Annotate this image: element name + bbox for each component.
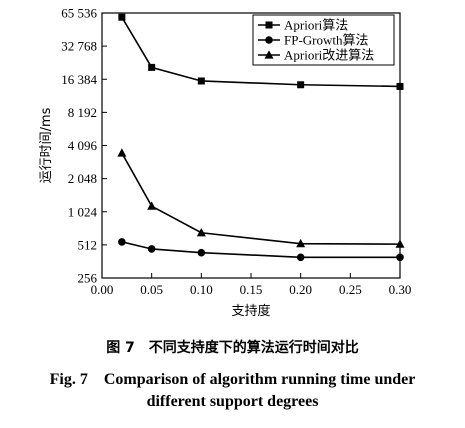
series-square [118,13,404,90]
data-point-triangle [395,239,405,248]
y-tick-label: 512 [78,237,98,252]
legend-item-triangle: Apriori改进算法 [258,48,374,63]
x-tick-label: 0.20 [289,282,312,297]
x-tick-label: 0.10 [190,282,213,297]
x-tick-label: 0.30 [389,282,412,297]
data-point-square [148,63,156,71]
data-point-circle [296,253,305,262]
figure-caption-english-line-2: different support degrees [146,393,319,410]
legend-label: FP-Growth算法 [284,33,369,48]
y-tick-label: 32 768 [61,39,97,54]
x-axis: 0.00 0.05 0.10 0.15 0.20 0.25 0.30 [91,273,412,297]
data-point-square [396,82,404,90]
data-point-circle [147,245,156,253]
y-axis: 256 512 1 024 2 048 4 096 8 192 16 384 32 768 65… [61,6,107,286]
data-point-square [118,13,126,21]
data-point-triangle [117,148,127,157]
data-point-triangle [296,238,306,248]
x-tick-label: 0.15 [240,282,263,297]
series-layer [117,13,405,262]
series-circle [118,238,404,262]
series-line-triangle [121,152,401,245]
legend-marker-square [265,21,273,29]
legend-label: Apriori改进算法 [284,48,374,63]
y-axis-title: 运行时间/ms [39,107,54,183]
data-point-square [297,81,305,89]
data-point-circle [197,248,206,257]
figure-caption-chinese: 图 7 不同支持度下的算法运行时间对比 [106,340,359,356]
y-tick-label: 4 096 [68,138,98,153]
y-tick-label: 65 536 [61,6,97,21]
data-point-square [197,77,205,85]
legend-item-square: Apriori算法 [258,18,348,33]
y-tick-label: 2 048 [68,171,97,186]
y-tick-label: 16 384 [61,72,97,87]
data-point-triangle [196,227,206,237]
legend-item-circle: FP-Growth算法 [258,33,369,48]
figure-caption-english-line-1: Fig. 7 Comparison of algorithm running t… [49,371,416,388]
x-axis-title: 支持度 [231,303,270,319]
legend-marker-circle [265,36,273,44]
data-point-circle [118,238,126,246]
y-tick-label: 8 192 [68,105,97,120]
legend-label: Apriori算法 [284,18,348,33]
y-tick-label: 1 024 [68,204,98,219]
x-tick-label: 0.25 [339,282,362,297]
legend-marker-triangle [264,50,274,59]
x-tick-label: 0.05 [140,282,163,297]
line-chart: 0.00 0.05 0.10 0.15 0.20 0.25 0.30 256 512 1 024… [39,6,412,320]
x-tick-label: 0.00 [91,282,114,297]
data-point-circle [396,253,404,262]
y-tick-label: 256 [78,271,98,286]
data-point-triangle [147,201,157,210]
series-triangle [117,148,405,248]
